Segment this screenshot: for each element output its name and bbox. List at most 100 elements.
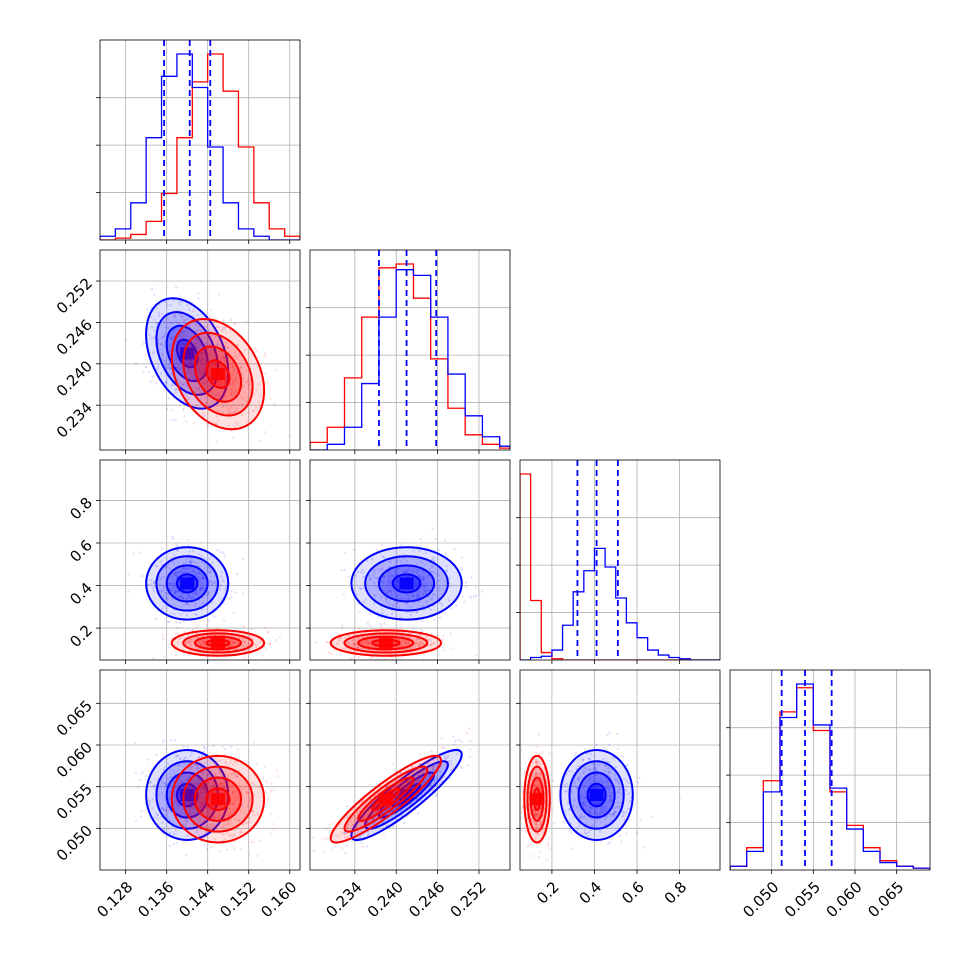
scatter-point [376, 567, 379, 571]
scatter-point [415, 571, 418, 574]
scatter-point [536, 745, 539, 749]
scatter-point [179, 367, 182, 370]
scatter-point [237, 819, 240, 822]
scatter-point [197, 755, 201, 758]
scatter-point [453, 548, 457, 551]
scatter-point [207, 328, 210, 332]
scatter-point [171, 537, 175, 541]
scatter-point [207, 350, 211, 353]
scatter-point [182, 571, 185, 574]
scatter-point [196, 393, 200, 396]
scatter-point [253, 783, 256, 786]
scatter-point [193, 349, 196, 352]
scatter-point [178, 764, 181, 767]
scatter-point [154, 617, 157, 621]
scatter-point [213, 761, 217, 765]
scatter-point [243, 640, 246, 644]
scatter-point [341, 846, 344, 850]
scatter-point [256, 812, 259, 816]
scatter-point [187, 370, 190, 373]
scatter-point [187, 811, 191, 814]
scatter-point [223, 555, 226, 558]
scatter-point [425, 599, 428, 602]
scatter-point [421, 592, 425, 596]
scatter-point [181, 571, 184, 575]
scatter-point [190, 801, 193, 804]
scatter-point [395, 560, 399, 563]
scatter-point [169, 343, 172, 346]
scatter-point [132, 552, 136, 555]
scatter-point [403, 641, 406, 645]
scatter-point [200, 371, 203, 374]
scatter-point [212, 357, 215, 360]
scatter-point [172, 298, 175, 302]
scatter-point [195, 328, 198, 332]
scatter-point [134, 771, 138, 775]
scatter-point [182, 758, 185, 761]
scatter-point [170, 408, 174, 412]
scatter-point [197, 767, 200, 770]
scatter-point [205, 401, 208, 404]
scatter-point [156, 778, 159, 782]
scatter-point [202, 788, 205, 791]
scatter-point [185, 318, 188, 321]
scatter-point [359, 641, 362, 645]
scatter-point [364, 598, 367, 601]
scatter-point [264, 352, 267, 355]
scatter-point [203, 320, 206, 323]
scatter-point [167, 364, 171, 367]
scatter-point [185, 779, 188, 782]
scatter-point [183, 630, 186, 634]
scatter-point [397, 580, 400, 584]
scatter-point [419, 544, 422, 547]
scatter-point [621, 755, 624, 758]
scatter-point [265, 780, 268, 784]
scatter-point [173, 572, 176, 576]
scatter-point [169, 582, 172, 585]
scatter-point [154, 325, 157, 329]
scatter-point [177, 764, 180, 767]
scatter-point [626, 764, 629, 767]
scatter-point [195, 561, 198, 565]
scatter-point [195, 763, 199, 766]
scatter-point [395, 601, 398, 605]
scatter-point [237, 818, 240, 822]
scatter-point [252, 392, 256, 395]
scatter-point [208, 566, 211, 570]
scatter-point [189, 360, 192, 364]
scatter-point [231, 365, 234, 368]
scatter-point [404, 570, 407, 573]
scatter-point [233, 641, 237, 644]
scatter-point [162, 585, 165, 588]
scatter-point [351, 639, 354, 642]
scatter-point [416, 812, 420, 815]
scatter-point [215, 392, 219, 396]
scatter-point [420, 629, 423, 632]
scatter-point [230, 745, 233, 748]
scatter-point [213, 816, 216, 819]
scatter-point [161, 807, 164, 810]
scatter-point [217, 814, 221, 817]
scatter-point [547, 836, 551, 840]
scatter-point [212, 350, 215, 354]
scatter-point [225, 341, 228, 344]
scatter-point [361, 845, 365, 848]
scatter-point [155, 307, 159, 310]
scatter-point [424, 582, 427, 586]
scatter-point [431, 593, 435, 596]
scatter-point [162, 807, 165, 811]
scatter-point [183, 825, 186, 828]
scatter-point [411, 570, 415, 573]
scatter-point [383, 589, 386, 592]
scatter-point [201, 640, 205, 643]
scatter-point [420, 561, 424, 565]
scatter-point [182, 562, 185, 566]
scatter-point [155, 753, 158, 757]
scatter-point [180, 595, 183, 598]
scatter-point [223, 360, 226, 363]
scatter-point [380, 580, 383, 584]
scatter-point [530, 842, 533, 845]
scatter-point [194, 572, 198, 575]
scatter-point [164, 365, 167, 368]
scatter-point [176, 782, 180, 786]
